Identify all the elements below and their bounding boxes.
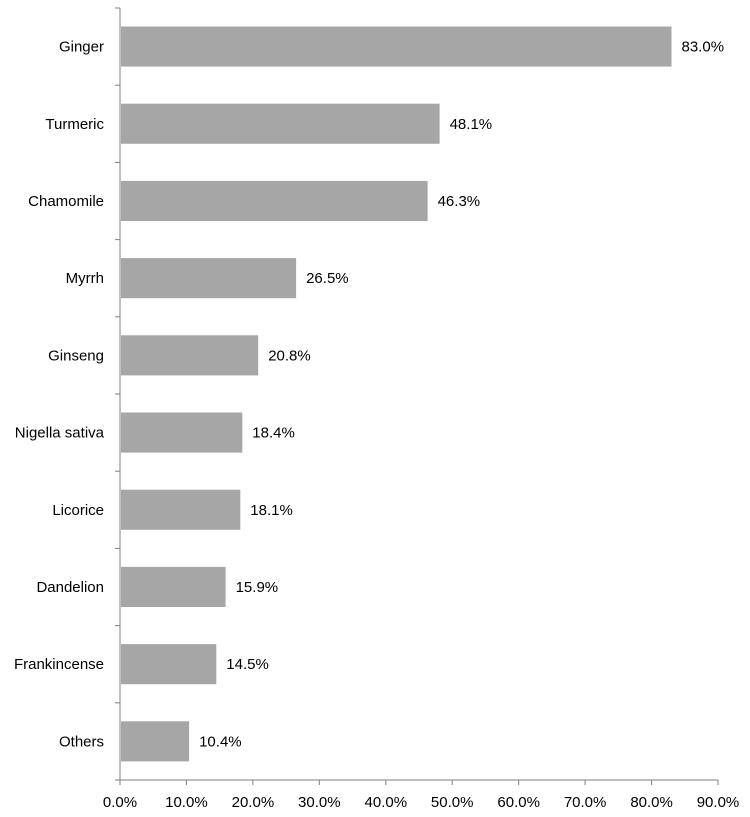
bar-ginseng bbox=[121, 335, 259, 376]
value-label: 10.4% bbox=[199, 733, 242, 750]
value-label: 18.1% bbox=[250, 502, 293, 519]
x-tick-label: 0.0% bbox=[103, 794, 137, 811]
value-label: 15.9% bbox=[236, 579, 279, 596]
category-label: Nigella sativa bbox=[15, 425, 105, 442]
axis-layer bbox=[115, 7, 719, 785]
x-tick-label: 30.0% bbox=[298, 794, 341, 811]
value-label: 48.1% bbox=[450, 116, 493, 133]
bar-others bbox=[121, 721, 190, 762]
category-label: Dandelion bbox=[36, 579, 104, 596]
x-tick-label: 60.0% bbox=[497, 794, 540, 811]
x-tick-label: 50.0% bbox=[431, 794, 474, 811]
x-tick-label: 20.0% bbox=[232, 794, 275, 811]
bar-frankincense bbox=[121, 644, 217, 685]
category-label: Others bbox=[59, 733, 104, 750]
bar-nigella-sativa bbox=[121, 412, 243, 453]
value-label: 26.5% bbox=[306, 270, 349, 287]
value-label: 46.3% bbox=[438, 193, 481, 210]
bars-layer bbox=[121, 26, 672, 762]
bar-turmeric bbox=[121, 103, 440, 144]
value-label: 83.0% bbox=[682, 39, 725, 56]
category-label: Turmeric bbox=[45, 116, 104, 133]
value-label: 18.4% bbox=[252, 425, 295, 442]
category-label: Chamomile bbox=[28, 193, 104, 210]
x-tick-label: 10.0% bbox=[165, 794, 208, 811]
category-label: Ginseng bbox=[48, 347, 104, 364]
labels-layer: Ginger 83.0% Turmeric 48.1% Chamomile 46.3% My… bbox=[14, 39, 739, 811]
category-label: Frankincense bbox=[14, 656, 104, 673]
bar-chamomile bbox=[121, 180, 428, 221]
x-tick-label: 90.0% bbox=[697, 794, 740, 811]
category-label: Myrrh bbox=[66, 270, 104, 287]
category-label: Ginger bbox=[59, 39, 104, 56]
x-tick-label: 40.0% bbox=[365, 794, 408, 811]
bar-dandelion bbox=[121, 566, 226, 607]
x-tick-label: 70.0% bbox=[564, 794, 607, 811]
bar-licorice bbox=[121, 489, 241, 530]
category-label: Licorice bbox=[52, 502, 104, 519]
value-label: 20.8% bbox=[268, 347, 311, 364]
bar-ginger bbox=[121, 26, 672, 67]
x-tick-label: 80.0% bbox=[630, 794, 673, 811]
bar-myrrh bbox=[121, 258, 297, 299]
value-label: 14.5% bbox=[226, 656, 269, 673]
